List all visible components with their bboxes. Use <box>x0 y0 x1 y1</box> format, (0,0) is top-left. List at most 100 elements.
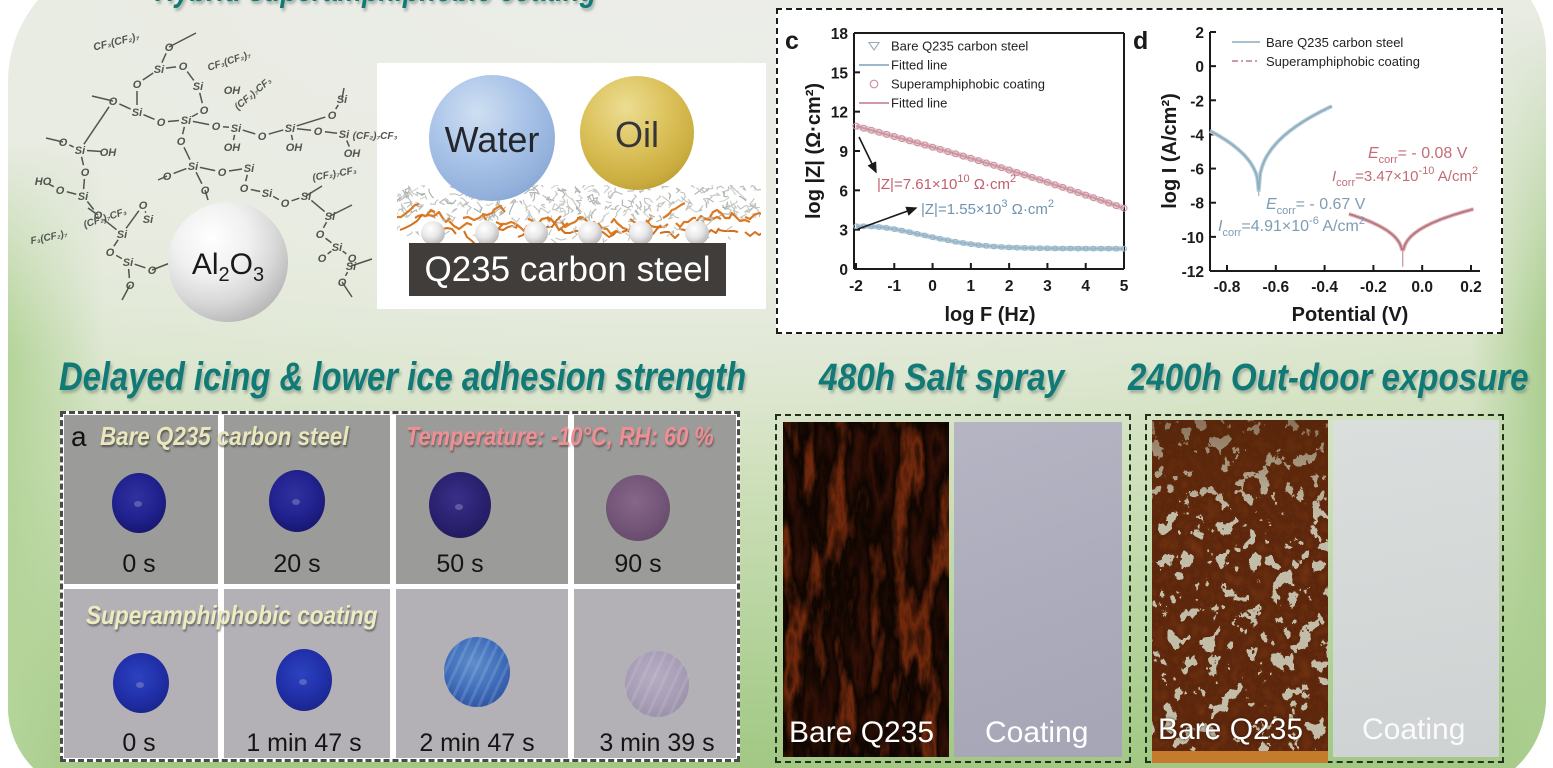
svg-text:O: O <box>316 229 325 241</box>
svg-text:O: O <box>163 171 172 183</box>
svg-text:1: 1 <box>967 278 976 295</box>
svg-text:O: O <box>281 198 290 210</box>
svg-text:-1: -1 <box>887 278 901 295</box>
svg-text:(CF₂)₇CF₃: (CF₂)₇CF₃ <box>353 131 398 142</box>
svg-text:Superamphiphobic coating: Superamphiphobic coating <box>1266 54 1420 69</box>
svg-text:Fitted line: Fitted line <box>891 58 947 73</box>
svg-text:Si: Si <box>262 188 273 200</box>
svg-text:OH: OH <box>224 85 242 97</box>
svg-text:12: 12 <box>831 105 848 122</box>
svg-text:O: O <box>109 96 118 108</box>
svg-text:Si: Si <box>181 115 192 127</box>
svg-text:Ecorr= - 0.08 V: Ecorr= - 0.08 V <box>1368 145 1468 166</box>
svg-text:0: 0 <box>928 278 937 295</box>
svg-text:-8: -8 <box>1190 196 1204 213</box>
svg-text:-0.2: -0.2 <box>1360 279 1387 296</box>
svg-text:6: 6 <box>839 183 848 200</box>
svg-text:O: O <box>179 61 188 73</box>
svg-text:15: 15 <box>831 65 849 82</box>
svg-text:-0.8: -0.8 <box>1214 279 1241 296</box>
svg-text:Si: Si <box>188 161 199 173</box>
svg-text:OH: OH <box>100 147 118 159</box>
svg-text:Si: Si <box>154 64 165 76</box>
svg-text:O: O <box>139 200 148 212</box>
svg-text:O: O <box>133 79 142 91</box>
svg-text:3: 3 <box>839 223 848 240</box>
svg-text:d: d <box>1133 27 1148 55</box>
svg-text:0.2: 0.2 <box>1460 279 1482 296</box>
svg-text:log |Z| (Ω·cm²): log |Z| (Ω·cm²) <box>803 83 825 219</box>
svg-text:O: O <box>318 253 327 265</box>
svg-text:Si: Si <box>123 257 134 269</box>
svg-text:5: 5 <box>1120 278 1129 295</box>
svg-text:OH: OH <box>224 142 242 154</box>
svg-text:Si: Si <box>332 242 343 254</box>
svg-text:Superamphiphobic coating: Superamphiphobic coating <box>891 77 1045 92</box>
svg-text:Si: Si <box>339 129 350 141</box>
svg-text:Si: Si <box>346 261 357 273</box>
svg-text:c: c <box>785 27 799 55</box>
svg-text:Si: Si <box>132 107 143 119</box>
svg-text:Icorr=3.47×10-10 A/cm2: Icorr=3.47×10-10 A/cm2 <box>1332 165 1478 189</box>
svg-text:O: O <box>126 280 135 292</box>
svg-text:O: O <box>148 265 157 277</box>
svg-text:OH: OH <box>286 142 304 154</box>
svg-text:Si: Si <box>337 94 348 106</box>
svg-text:Si: Si <box>193 81 204 93</box>
svg-text:2: 2 <box>1195 25 1204 42</box>
svg-text:-6: -6 <box>1190 162 1204 179</box>
svg-text:Bare Q235 carbon steel: Bare Q235 carbon steel <box>1266 35 1403 50</box>
svg-text:Icorr=4.91×10-6 A/cm2: Icorr=4.91×10-6 A/cm2 <box>1218 215 1365 239</box>
svg-text:O: O <box>348 253 357 265</box>
svg-text:3: 3 <box>1043 278 1052 295</box>
svg-text:log I (A/cm²): log I (A/cm²) <box>1159 93 1181 209</box>
svg-text:-2: -2 <box>1190 93 1204 110</box>
svg-text:O: O <box>240 183 249 195</box>
svg-text:O: O <box>59 137 68 149</box>
svg-text:Si: Si <box>301 191 312 203</box>
svg-text:-0.4: -0.4 <box>1311 279 1338 296</box>
svg-text:O: O <box>165 42 174 54</box>
svg-text:CF₃(CF₂)₇: CF₃(CF₂)₇ <box>30 228 69 248</box>
svg-text:(CF₂)₇CF₃: (CF₂)₇CF₃ <box>312 165 358 184</box>
svg-text:CF₃(CF₂)₇: CF₃(CF₂)₇ <box>92 31 141 54</box>
svg-text:CF₃(CF₂)₇: CF₃(CF₂)₇ <box>206 49 252 73</box>
svg-text:Si: Si <box>231 123 242 135</box>
svg-text:Si: Si <box>75 145 86 157</box>
svg-text:(CF₂)₇CF₃: (CF₂)₇CF₃ <box>82 206 128 230</box>
svg-text:O: O <box>212 121 221 133</box>
svg-text:HO: HO <box>35 176 52 188</box>
svg-text:Si: Si <box>285 123 296 135</box>
svg-text:-10: -10 <box>1182 230 1204 247</box>
svg-text:O: O <box>106 247 115 259</box>
svg-text:0: 0 <box>839 262 848 279</box>
svg-text:O: O <box>94 210 103 222</box>
svg-text:9: 9 <box>839 144 848 161</box>
svg-text:|Z|=7.61×1010 Ω·cm2: |Z|=7.61×1010 Ω·cm2 <box>877 173 1016 193</box>
svg-text:O: O <box>201 185 210 197</box>
svg-text:0.0: 0.0 <box>1411 279 1433 296</box>
svg-text:log F (Hz): log F (Hz) <box>944 304 1035 326</box>
svg-text:-2: -2 <box>849 278 863 295</box>
svg-text:-12: -12 <box>1182 264 1204 281</box>
svg-text:Bare Q235 carbon steel: Bare Q235 carbon steel <box>891 39 1028 54</box>
svg-text:O: O <box>177 136 186 148</box>
svg-text:0: 0 <box>1195 59 1204 76</box>
svg-text:OH: OH <box>344 148 362 160</box>
svg-text:O: O <box>157 117 166 129</box>
svg-text:O: O <box>200 105 209 117</box>
svg-text:O: O <box>56 185 65 197</box>
svg-text:Si: Si <box>117 229 128 241</box>
svg-text:O: O <box>258 131 267 143</box>
svg-text:Si: Si <box>244 163 255 175</box>
svg-text:O: O <box>314 126 323 138</box>
svg-text:Potential (V): Potential (V) <box>1292 304 1409 326</box>
svg-text:Si: Si <box>78 191 89 203</box>
svg-text:O: O <box>81 167 90 179</box>
svg-text:4: 4 <box>1081 278 1090 295</box>
svg-text:O: O <box>218 167 227 179</box>
svg-text:-4: -4 <box>1190 127 1204 144</box>
svg-text:|Z|=1.55×103 Ω·cm2: |Z|=1.55×103 Ω·cm2 <box>921 198 1054 218</box>
svg-text:18: 18 <box>831 26 849 43</box>
svg-text:Si: Si <box>143 214 154 226</box>
